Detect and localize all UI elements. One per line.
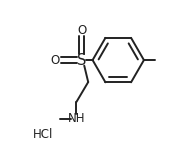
Text: O: O [77, 24, 86, 37]
Text: HCl: HCl [32, 128, 53, 141]
Text: NH: NH [68, 112, 85, 125]
Text: S: S [77, 53, 86, 68]
Text: O: O [51, 54, 60, 67]
